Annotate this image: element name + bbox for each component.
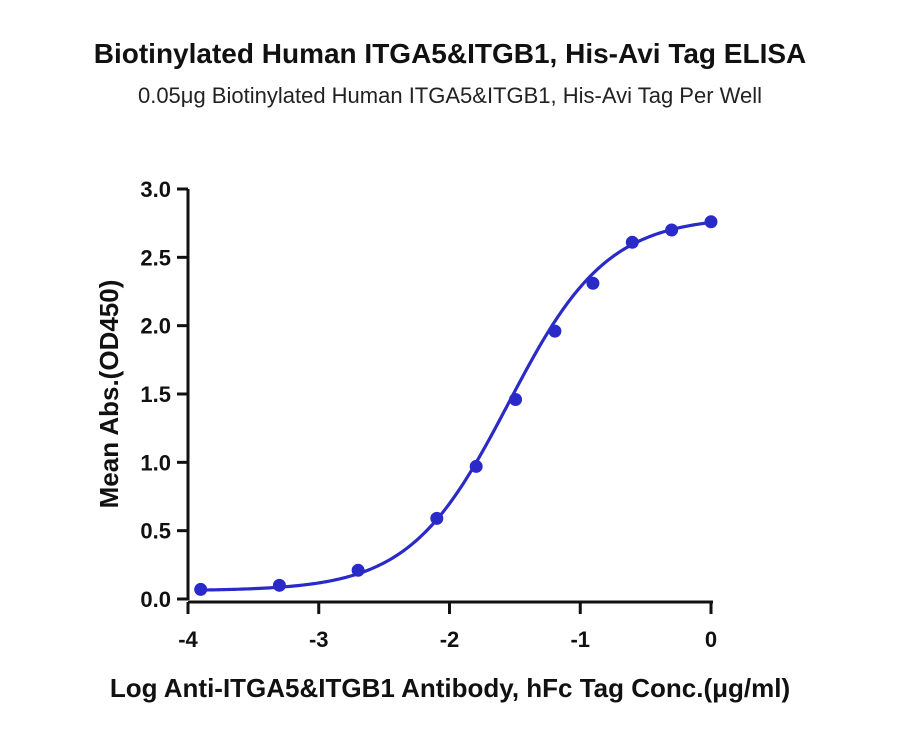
x-tick-label: 0 xyxy=(705,627,717,652)
y-tick-label: 3.0 xyxy=(140,177,171,202)
chart-subtitle: 0.05μg Biotinylated Human ITGA5&ITGB1, H… xyxy=(138,83,762,108)
data-point xyxy=(272,578,286,592)
data-point xyxy=(469,459,483,473)
fit-curve-group xyxy=(200,220,712,592)
y-tick-label: 2.5 xyxy=(140,245,171,270)
x-tick-label: -3 xyxy=(309,627,329,652)
data-point xyxy=(704,215,718,229)
data-points xyxy=(194,215,718,596)
data-point xyxy=(351,563,365,577)
axes: 0.0 0.5 1.0 1.5 2.0 2.5 3.0 -4 -3 -2 -1 0 xyxy=(140,177,717,652)
y-tick-label: 1.0 xyxy=(140,450,171,475)
x-tick-label: -2 xyxy=(440,627,460,652)
data-point xyxy=(665,223,679,237)
y-tick-label: 0.0 xyxy=(140,587,171,612)
data-point xyxy=(586,276,600,290)
y-axis-title: Mean Abs.(OD450) xyxy=(94,280,124,509)
data-point xyxy=(625,235,639,249)
y-tick-label: 1.5 xyxy=(140,382,171,407)
data-point xyxy=(430,511,444,525)
y-tick-label: 0.5 xyxy=(140,519,171,544)
x-tick-label: -4 xyxy=(178,627,198,652)
data-point xyxy=(509,392,523,406)
x-axis-title: Log Anti-ITGA5&ITGB1 Antibody, hFc Tag C… xyxy=(110,673,790,703)
data-point xyxy=(194,582,208,596)
x-tick-label: -1 xyxy=(570,627,590,652)
y-tick-label: 2.0 xyxy=(140,314,171,339)
chart-title: Biotinylated Human ITGA5&ITGB1, His-Avi … xyxy=(94,38,807,69)
fit-curve xyxy=(200,220,712,592)
data-point xyxy=(548,324,562,338)
